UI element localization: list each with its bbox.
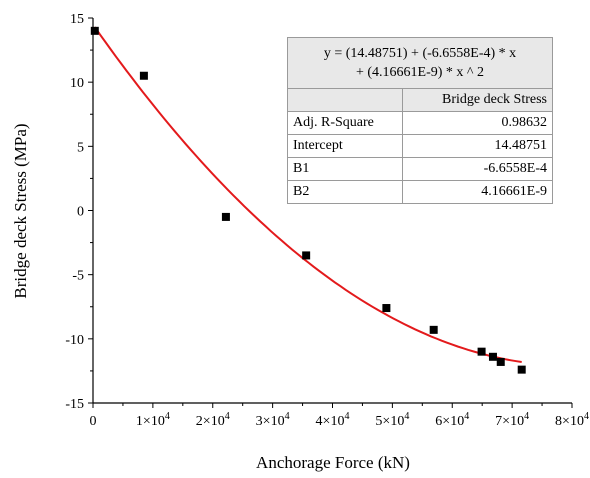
x-tick-label: 7×104 bbox=[495, 411, 529, 429]
table-row-value: -6.6558E-4 bbox=[402, 157, 553, 181]
data-point bbox=[221, 212, 230, 221]
table-row-name: B1 bbox=[287, 157, 403, 181]
table-row: Intercept 14.48751 bbox=[287, 134, 553, 158]
x-tick-label: 5×104 bbox=[375, 411, 409, 429]
fit-results-table: y = (14.48751) + (-6.6558E-4) * x + (4.1… bbox=[287, 37, 553, 204]
table-row: B1 -6.6558E-4 bbox=[287, 157, 553, 181]
fit-equation-line-2: + (4.16661E-9) * x ^ 2 bbox=[355, 65, 484, 80]
data-point bbox=[496, 357, 505, 366]
table-row: B2 4.16661E-9 bbox=[287, 180, 553, 204]
y-tick-label: -10 bbox=[65, 333, 84, 348]
y-tick-label: -15 bbox=[65, 397, 84, 412]
x-tick-label: 6×104 bbox=[435, 411, 469, 429]
x-tick-label: 8×104 bbox=[555, 411, 589, 429]
data-point bbox=[517, 365, 526, 374]
x-tick-label: 2×104 bbox=[196, 411, 230, 429]
data-point bbox=[382, 304, 391, 313]
fit-curve bbox=[93, 26, 522, 363]
x-tick-label: 4×104 bbox=[316, 411, 350, 429]
x-tick-label: 1×104 bbox=[136, 411, 170, 429]
points-layer bbox=[90, 26, 526, 374]
data-point bbox=[302, 251, 311, 260]
table-header-row: Bridge deck Stress bbox=[287, 88, 553, 112]
equation-row: y = (14.48751) + (-6.6558E-4) * x + (4.1… bbox=[287, 37, 553, 89]
y-axis-title: Bridge deck Stress (MPa) bbox=[11, 123, 30, 298]
data-point bbox=[139, 71, 148, 80]
y-axis: -15 -10 -5 0 5 10 15 bbox=[65, 12, 93, 412]
table-row-value: 0.98632 bbox=[402, 111, 553, 135]
table-row: Adj. R-Square 0.98632 bbox=[287, 111, 553, 135]
data-point bbox=[90, 26, 99, 35]
fit-curve-layer bbox=[93, 26, 522, 363]
y-tick-label: 5 bbox=[77, 140, 84, 155]
data-point bbox=[488, 352, 497, 361]
x-tick-label: 3×104 bbox=[256, 411, 290, 429]
data-point bbox=[477, 347, 486, 356]
x-tick-label: 0 bbox=[90, 414, 97, 429]
y-tick-label: 10 bbox=[70, 76, 84, 91]
table-row-name: B2 bbox=[287, 180, 403, 204]
table-row-value: 4.16661E-9 bbox=[402, 180, 553, 204]
data-point bbox=[429, 325, 438, 334]
y-tick-label: -5 bbox=[72, 269, 84, 284]
y-tick-label: 15 bbox=[70, 12, 84, 27]
table-row-value: 14.48751 bbox=[402, 134, 553, 158]
x-axis: 0 1×104 2×104 3×104 4×104 5×104 6×104 7×104 8×10… bbox=[90, 403, 589, 429]
fit-equation-line-1: y = (14.48751) + (-6.6558E-4) * x bbox=[323, 46, 517, 61]
table-header-blank bbox=[287, 88, 403, 112]
table-row-name: Intercept bbox=[287, 134, 403, 158]
fit-equation: y = (14.48751) + (-6.6558E-4) * x + (4.1… bbox=[287, 37, 553, 89]
table-row-name: Adj. R-Square bbox=[287, 111, 403, 135]
x-axis-title: Anchorage Force (kN) bbox=[256, 453, 410, 472]
table-column-header: Bridge deck Stress bbox=[402, 88, 553, 112]
y-tick-label: 0 bbox=[77, 205, 84, 220]
